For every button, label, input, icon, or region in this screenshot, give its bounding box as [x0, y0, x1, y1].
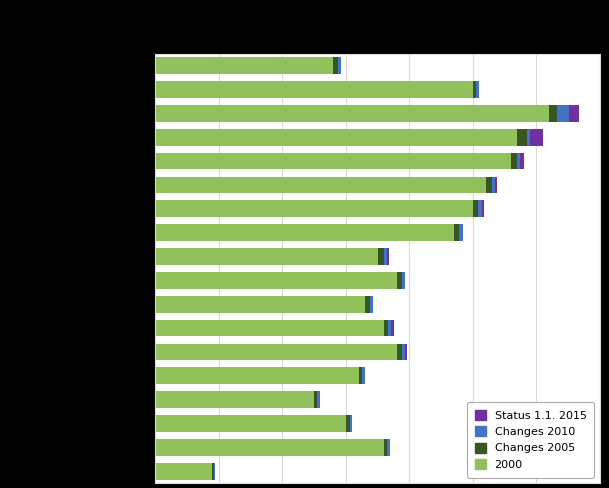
Bar: [350, 415, 352, 432]
Bar: [155, 248, 378, 265]
Bar: [384, 320, 388, 336]
Bar: [473, 201, 478, 217]
Bar: [346, 415, 350, 432]
Bar: [402, 272, 405, 289]
Bar: [459, 224, 463, 241]
Legend: Status 1.1. 2015, Changes 2010, Changes 2005, 2000: Status 1.1. 2015, Changes 2010, Changes …: [466, 402, 594, 478]
Bar: [213, 463, 214, 480]
Bar: [495, 177, 497, 193]
Bar: [521, 153, 524, 169]
Bar: [492, 177, 495, 193]
Bar: [155, 177, 485, 193]
Bar: [396, 344, 402, 360]
Bar: [517, 129, 527, 145]
Bar: [155, 272, 396, 289]
Bar: [155, 153, 511, 169]
Bar: [549, 105, 557, 122]
Bar: [155, 415, 346, 432]
Bar: [155, 344, 396, 360]
Bar: [362, 367, 365, 384]
Bar: [317, 391, 320, 408]
Bar: [402, 344, 405, 360]
Bar: [155, 439, 384, 456]
Bar: [378, 248, 384, 265]
Bar: [478, 201, 482, 217]
Bar: [530, 129, 543, 145]
Bar: [387, 439, 390, 456]
Bar: [370, 296, 373, 312]
Bar: [557, 105, 569, 122]
Bar: [338, 57, 342, 74]
Bar: [155, 224, 454, 241]
Bar: [214, 463, 215, 480]
Bar: [485, 177, 492, 193]
Bar: [387, 248, 389, 265]
Bar: [569, 105, 579, 122]
Bar: [155, 367, 359, 384]
Bar: [511, 153, 517, 169]
Bar: [155, 201, 473, 217]
Bar: [155, 129, 517, 145]
Bar: [482, 201, 484, 217]
Bar: [365, 296, 370, 312]
Bar: [155, 391, 314, 408]
Bar: [155, 296, 365, 312]
Bar: [155, 105, 549, 122]
Bar: [155, 57, 333, 74]
Bar: [388, 320, 391, 336]
Bar: [405, 344, 407, 360]
Bar: [333, 57, 338, 74]
Bar: [391, 320, 394, 336]
Bar: [527, 129, 530, 145]
Bar: [473, 81, 476, 98]
Bar: [155, 463, 213, 480]
Bar: [314, 391, 317, 408]
Bar: [384, 248, 387, 265]
Bar: [384, 439, 387, 456]
Bar: [476, 81, 479, 98]
Bar: [155, 81, 473, 98]
Bar: [396, 272, 402, 289]
Bar: [359, 367, 362, 384]
Bar: [517, 153, 521, 169]
Bar: [155, 320, 384, 336]
Bar: [454, 224, 459, 241]
